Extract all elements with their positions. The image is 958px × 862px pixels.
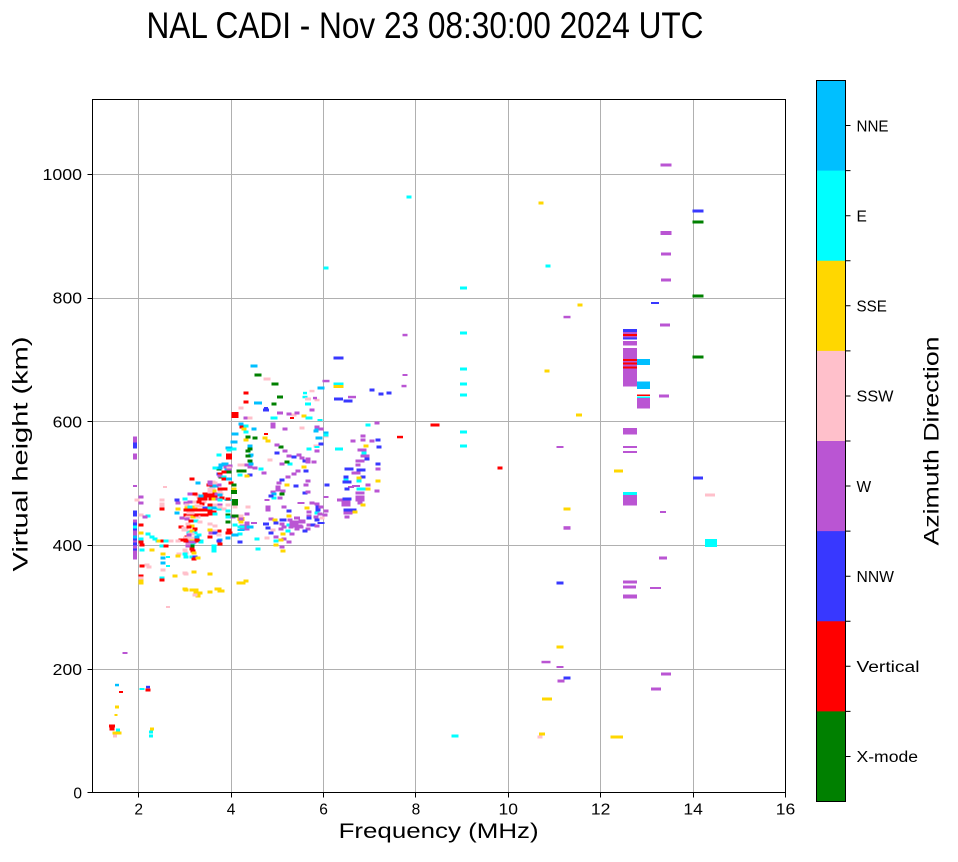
svg-text:12: 12 bbox=[591, 802, 611, 819]
svg-text:Vertical: Vertical bbox=[857, 659, 920, 676]
svg-text:16: 16 bbox=[776, 802, 796, 819]
svg-text:1000: 1000 bbox=[43, 167, 83, 184]
svg-text:600: 600 bbox=[53, 414, 83, 431]
svg-text:Azimuth Direction: Azimuth Direction bbox=[921, 337, 944, 546]
svg-text:Virtual height (km): Virtual height (km) bbox=[10, 337, 33, 572]
svg-text:8: 8 bbox=[412, 802, 421, 819]
svg-text:X-mode: X-mode bbox=[857, 749, 919, 766]
svg-text:NNE: NNE bbox=[857, 118, 889, 135]
svg-text:4: 4 bbox=[227, 802, 236, 819]
svg-text:NNW: NNW bbox=[857, 569, 895, 586]
svg-text:Frequency (MHz): Frequency (MHz) bbox=[339, 820, 539, 843]
svg-text:200: 200 bbox=[53, 662, 83, 679]
svg-text:NAL CADI - Nov 23 08:30:00 202: NAL CADI - Nov 23 08:30:00 2024 UTC bbox=[147, 5, 704, 46]
svg-text:0: 0 bbox=[73, 786, 82, 803]
svg-text:400: 400 bbox=[53, 538, 83, 555]
svg-text:SSE: SSE bbox=[857, 299, 887, 316]
svg-text:14: 14 bbox=[683, 802, 703, 819]
svg-text:W: W bbox=[857, 479, 872, 496]
svg-text:SSW: SSW bbox=[857, 389, 894, 406]
svg-text:10: 10 bbox=[499, 802, 519, 819]
svg-text:2: 2 bbox=[134, 802, 143, 819]
svg-text:800: 800 bbox=[53, 291, 83, 308]
svg-text:E: E bbox=[857, 208, 867, 225]
svg-text:6: 6 bbox=[319, 802, 328, 819]
